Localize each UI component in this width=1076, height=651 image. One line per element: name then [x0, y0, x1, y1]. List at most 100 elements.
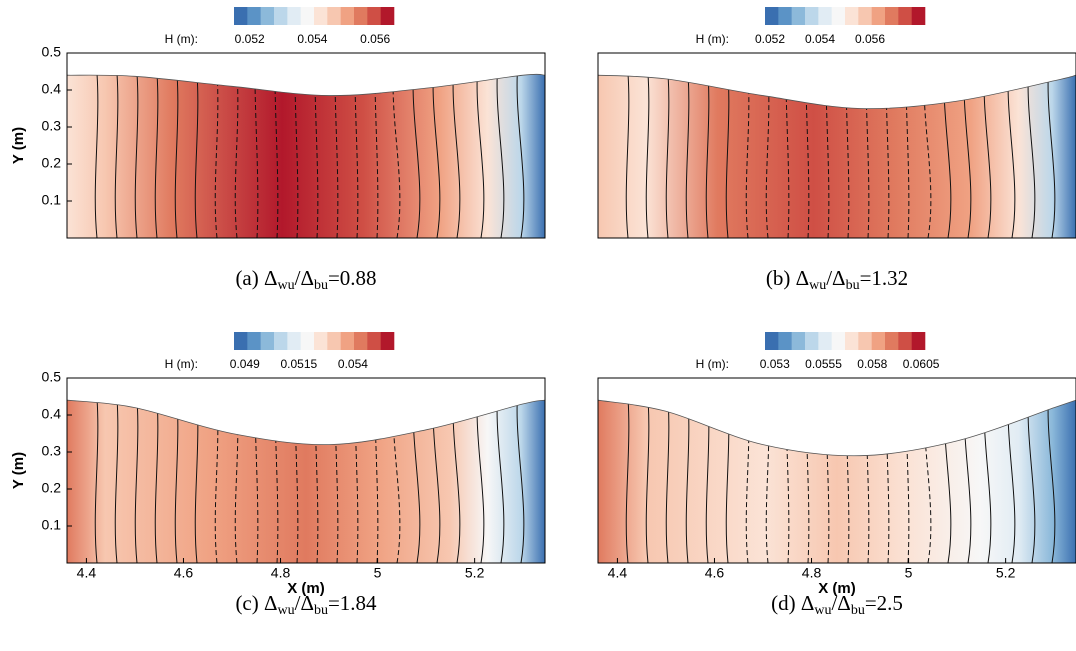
streamline	[725, 400, 730, 563]
caption: (c) Δwu/Δbu=1.84	[235, 591, 377, 618]
streamline	[374, 400, 379, 563]
colorbar-swatch	[885, 7, 899, 25]
colorbar-swatch	[898, 332, 912, 350]
streamlines	[94, 400, 525, 563]
caption-part: wu	[278, 278, 295, 293]
colorbar-swatch	[314, 7, 328, 25]
caption-part: /Δ	[831, 591, 850, 615]
x-tick-label: 4.4	[608, 565, 628, 581]
colorbar-swatch	[247, 332, 261, 350]
streamline	[476, 400, 485, 563]
colorbar-swatch	[791, 332, 806, 350]
colorbar-tick-label: 0.054	[338, 357, 368, 371]
y-tick-label: 0.1	[42, 517, 62, 533]
colorbar-swatch	[778, 332, 792, 350]
streamline	[294, 400, 299, 563]
streamline	[334, 400, 339, 563]
x-tick-label: 5	[905, 565, 913, 581]
streamline	[923, 75, 932, 238]
colorbar-label: H (m):	[165, 357, 198, 371]
y-tick-label: 0.3	[42, 443, 62, 459]
contour-field	[598, 400, 1076, 563]
streamline	[154, 400, 159, 563]
x-tick-label: 4.6	[174, 565, 194, 581]
x-tick-label: 5	[374, 565, 382, 581]
colorbar-swatch	[260, 332, 275, 350]
caption-part: =0.88	[328, 266, 377, 290]
free-surface	[597, 399, 1076, 457]
colorbar-swatch	[287, 332, 301, 350]
streamline	[963, 400, 972, 563]
colorbar-tick-label: 0.054	[805, 32, 835, 46]
y-tick-label: 0.4	[42, 406, 62, 422]
x-axis-label: X (m)	[818, 580, 856, 597]
colorbar-swatch	[287, 7, 301, 25]
streamline	[963, 75, 972, 238]
streamline	[665, 400, 670, 563]
colorbar-swatch	[340, 7, 355, 25]
streamline	[983, 75, 992, 238]
streamline	[645, 75, 650, 238]
streamline	[745, 400, 750, 563]
caption-part: (b) Δ	[766, 266, 809, 290]
caption-part: =1.84	[328, 591, 377, 615]
colorbar-swatch	[367, 7, 381, 25]
x-tick-label: 4.8	[271, 565, 291, 581]
streamline	[943, 400, 952, 563]
streamline	[885, 400, 890, 563]
streamline	[923, 400, 932, 563]
streamline	[845, 400, 850, 563]
caption-part: bu	[851, 603, 865, 618]
colorbar-swatch	[845, 7, 859, 25]
contour-field	[67, 74, 545, 238]
colorbar-swatch	[911, 7, 926, 25]
colorbar-tick-label: 0.056	[360, 32, 390, 46]
colorbar-swatch	[234, 332, 248, 350]
colorbar-swatch	[791, 7, 806, 25]
streamline	[885, 75, 890, 238]
streamline	[194, 400, 199, 563]
caption-part: bu	[314, 278, 328, 293]
x-tick-label: 4.8	[802, 565, 822, 581]
y-tick-label: 0.5	[42, 369, 62, 385]
streamline	[1027, 400, 1036, 563]
streamline	[805, 400, 810, 563]
plot-frame	[66, 52, 546, 239]
streamline	[314, 400, 319, 563]
streamline	[392, 400, 401, 563]
colorbar-swatch	[380, 7, 395, 25]
caption: (b) Δwu/Δbu=1.32	[766, 266, 908, 293]
y-tick-label: 0.2	[42, 480, 62, 496]
colorbar-swatch	[765, 7, 779, 25]
streamline	[452, 400, 461, 563]
streamline	[496, 400, 505, 563]
streamline	[785, 75, 790, 238]
colorbar-swatch	[858, 7, 872, 25]
caption-part: bu	[314, 603, 328, 618]
colorbar-tick-label: 0.0555	[805, 357, 842, 371]
streamline	[905, 75, 910, 238]
streamline	[943, 75, 952, 238]
streamline	[1007, 400, 1016, 563]
x-tick-label: 4.4	[77, 565, 97, 581]
colorbar-tick-label: 0.052	[235, 32, 265, 46]
colorbar-swatch	[314, 332, 328, 350]
free-surface	[597, 74, 1076, 110]
colorbar-swatch	[831, 332, 846, 350]
streamline	[865, 75, 870, 238]
colorbar-swatch	[300, 332, 315, 350]
colorbar-swatch	[274, 7, 288, 25]
streamline	[174, 400, 179, 563]
colorbar-swatch	[367, 332, 381, 350]
streamline	[705, 400, 710, 563]
streamline	[865, 400, 870, 563]
colorbar-swatch	[831, 7, 846, 25]
streamline	[765, 400, 770, 563]
x-axis-label: X (m)	[287, 580, 325, 597]
streamline	[983, 400, 992, 563]
streamlines	[625, 400, 1056, 563]
colorbar-tick-label: 0.053	[760, 357, 790, 371]
streamline	[1047, 400, 1056, 563]
plot-frame	[66, 377, 546, 564]
